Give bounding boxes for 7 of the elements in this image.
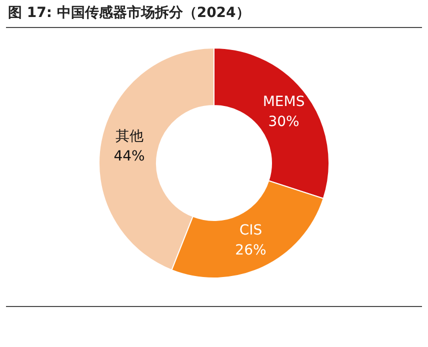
data-label: 30% bbox=[268, 114, 300, 130]
slice-label: 其他 bbox=[115, 128, 144, 144]
data-label: 26% bbox=[235, 242, 266, 259]
slice-label: MEMS bbox=[262, 94, 305, 110]
chart-title: 图 17: 中国传感器市场拆分（2024） bbox=[8, 4, 250, 22]
data-label: 44% bbox=[114, 148, 145, 164]
slice-label: CIS bbox=[239, 222, 262, 239]
